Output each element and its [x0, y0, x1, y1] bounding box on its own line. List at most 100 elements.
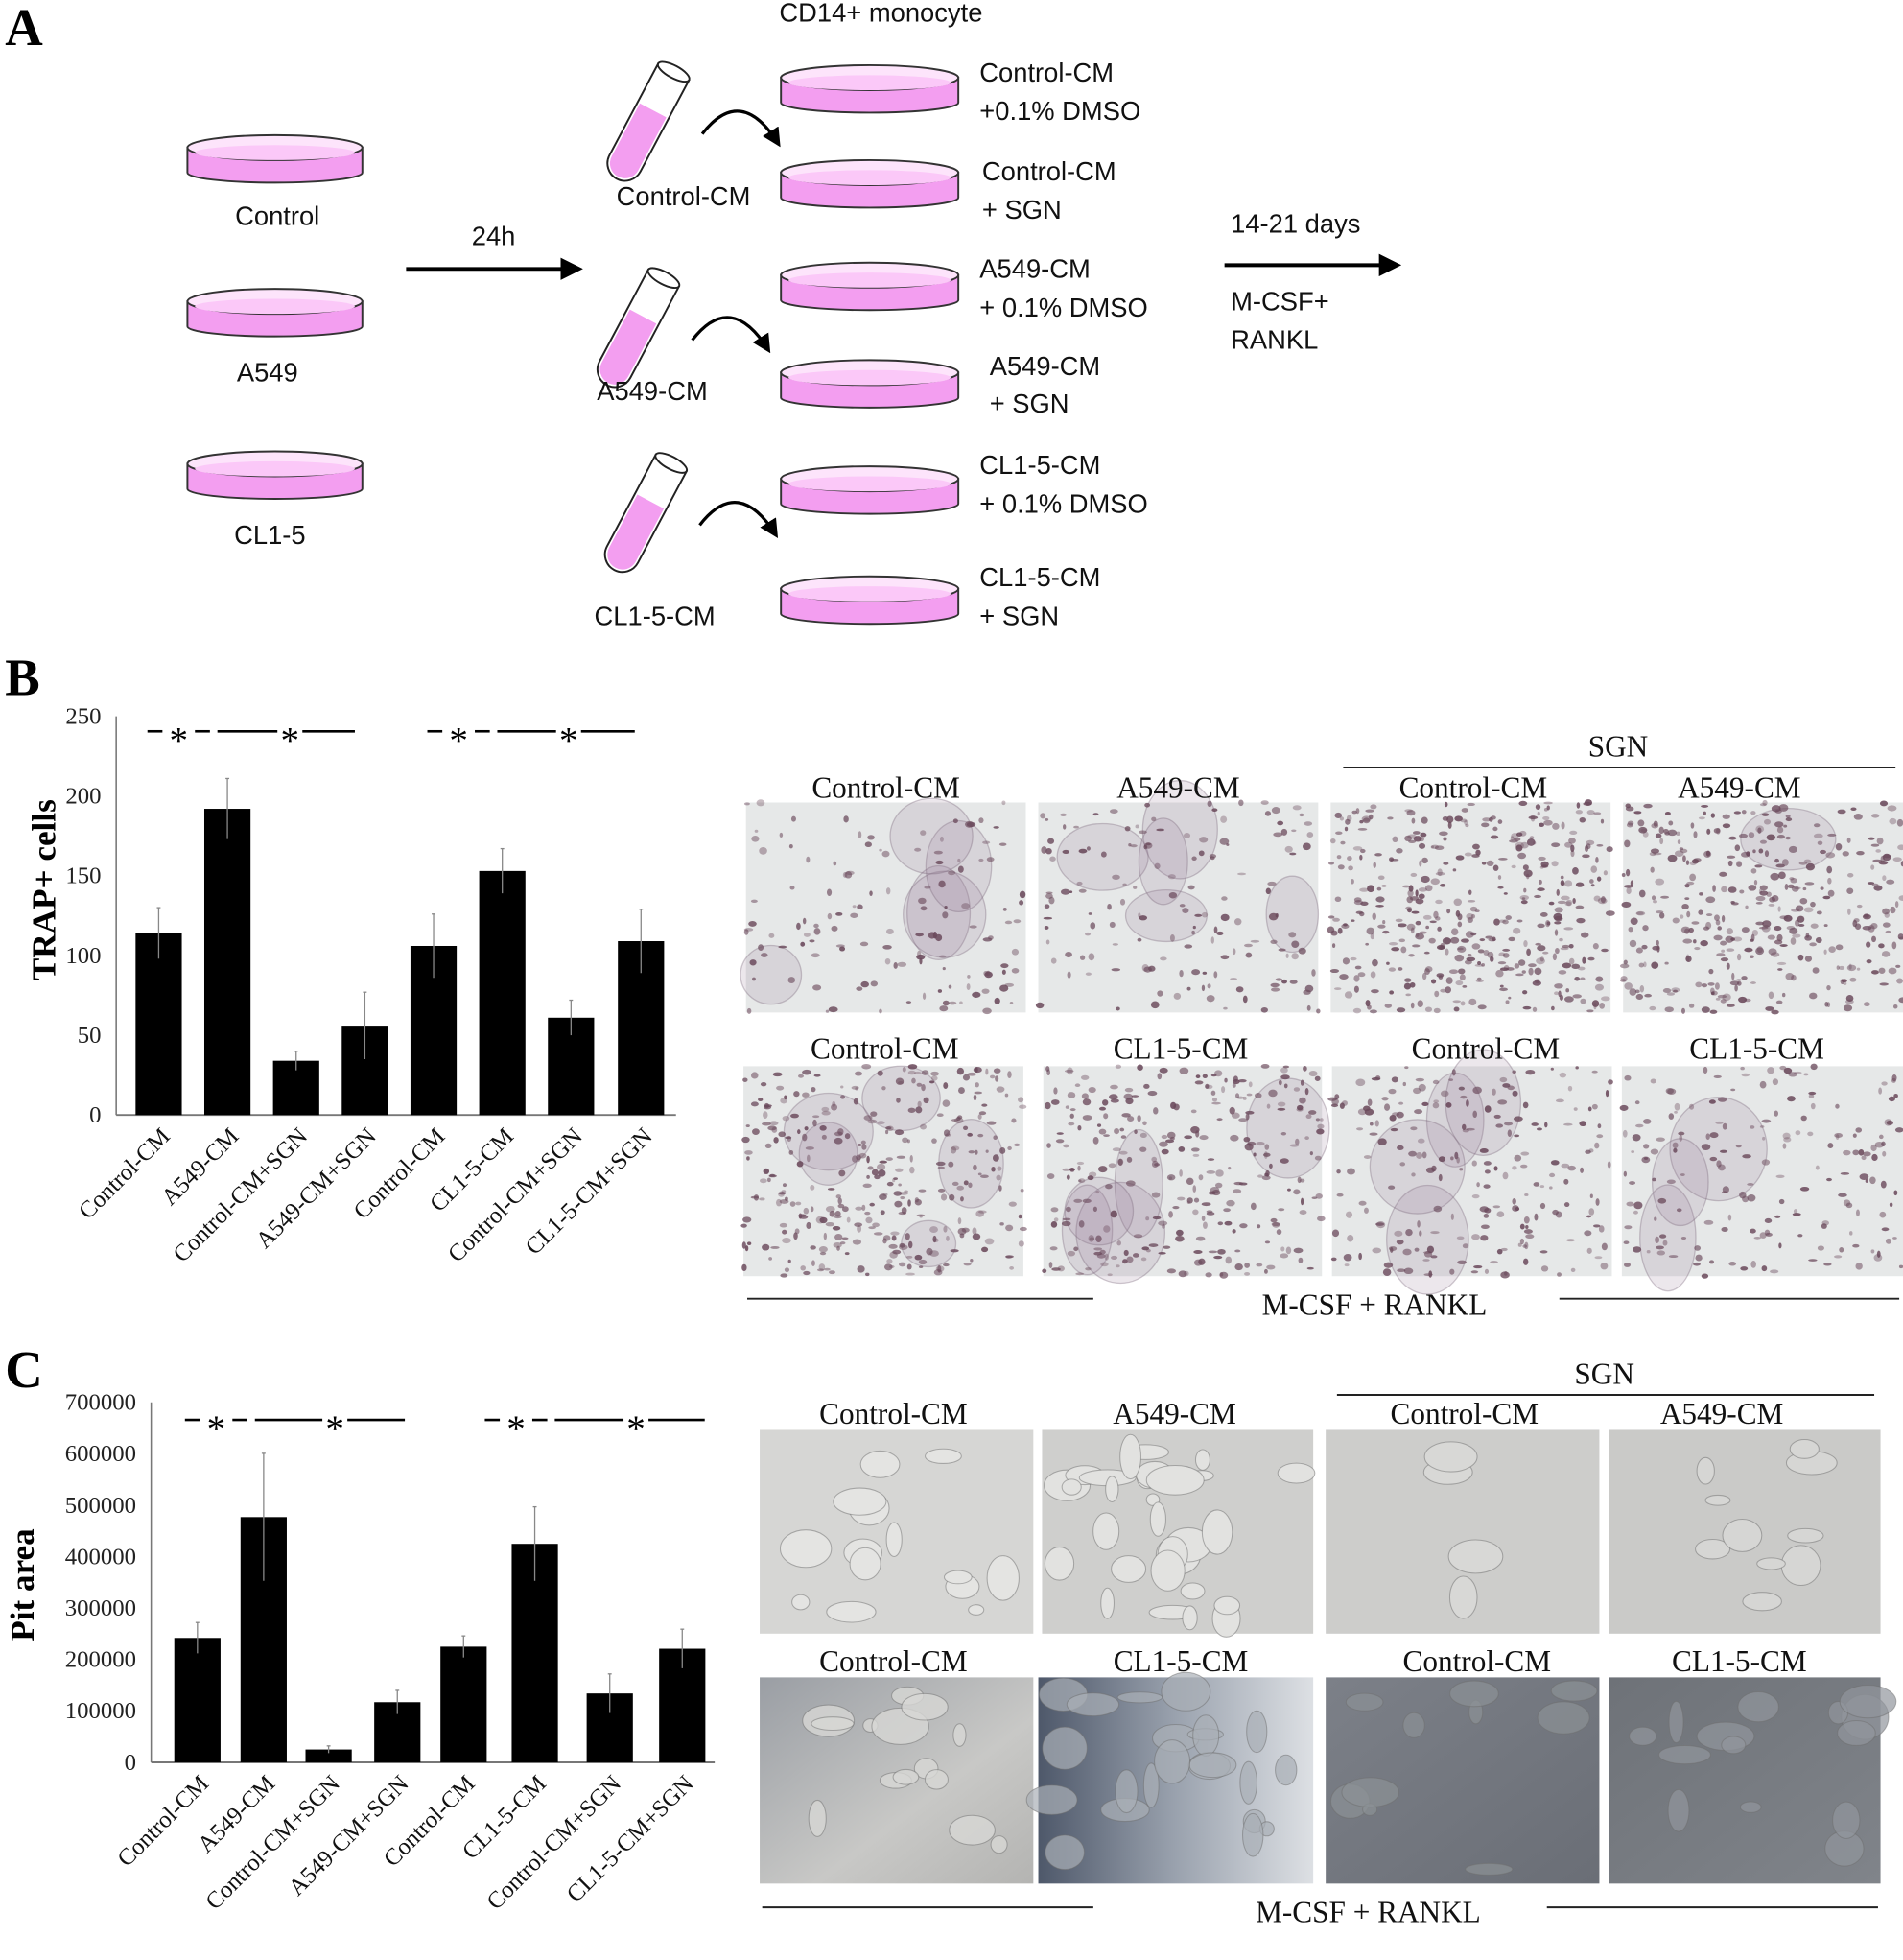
cell-dot [1730, 1088, 1736, 1092]
cell-dot [1855, 1209, 1860, 1217]
cell-dot [1345, 1211, 1353, 1218]
cell-dot [1564, 901, 1572, 907]
cell-dot [811, 1087, 816, 1093]
cell-dot [1703, 811, 1706, 815]
cell-dot [1399, 1162, 1406, 1167]
treatment-label: + SGN [982, 195, 1062, 224]
cell-dot [1195, 1236, 1206, 1241]
cell-dot [1344, 991, 1353, 999]
cell-dot [1477, 960, 1482, 966]
cell-dot [1797, 924, 1805, 927]
cell-dot [1738, 996, 1748, 1004]
cell-dot [794, 1228, 800, 1235]
cell-dot [1504, 1271, 1508, 1276]
cell-dot [1220, 955, 1230, 960]
resorption-pit [1092, 1512, 1120, 1550]
cell-dot [1416, 1152, 1423, 1159]
cell-dot [1667, 829, 1678, 837]
petri-dish [780, 158, 960, 209]
cell-dot [1404, 809, 1414, 813]
cell-dot [1184, 1135, 1193, 1140]
cell-dot [898, 1212, 906, 1216]
cell-dot [1168, 891, 1178, 899]
cell-dot [1596, 1134, 1604, 1139]
cell-dot [846, 1216, 851, 1223]
x-tick-label: A549-CM+SGN [251, 1123, 382, 1254]
cell-dot [1430, 1255, 1438, 1259]
osteoclast-cell [1124, 888, 1208, 943]
cell-dot [1317, 1123, 1325, 1129]
cell-dot [967, 1132, 973, 1137]
cell-dot [1456, 1156, 1460, 1164]
cell-dot [1522, 990, 1528, 995]
resorption-pit [1789, 1439, 1820, 1459]
cell-dot [1298, 1257, 1304, 1263]
cell-dot [1202, 1221, 1208, 1229]
cell-dot [1367, 885, 1375, 893]
cell-dot [1893, 1190, 1898, 1196]
cell-dot [1726, 1004, 1735, 1007]
cell-dot [1802, 886, 1807, 891]
micrograph-background [1331, 1066, 1612, 1277]
cell-dot [1143, 1083, 1150, 1089]
cell-dot [1139, 1132, 1147, 1139]
treatment-label: CL1-5-CM [979, 562, 1100, 592]
cell-dot [1593, 895, 1601, 902]
cell-dot [1517, 1242, 1522, 1247]
cell-dot [1396, 1007, 1406, 1013]
cell-dot [1457, 921, 1463, 928]
cell-dot [1702, 983, 1708, 988]
cell-dot [1073, 1246, 1079, 1252]
cell-dot [1686, 910, 1691, 918]
cell-dot [1412, 1087, 1421, 1095]
cell-dot [959, 1001, 963, 1005]
cell-dot [914, 1198, 922, 1206]
cell-dot [1391, 1076, 1398, 1083]
cell-dot [1430, 845, 1434, 849]
cell-dot [1454, 1151, 1459, 1160]
micrograph-title: Control-CM [819, 1397, 968, 1430]
cell-dot [1430, 878, 1440, 886]
cell-dot [1792, 933, 1801, 938]
cell-dot [1764, 1217, 1773, 1223]
cell-dot [1468, 889, 1472, 895]
cell-dot [1502, 1171, 1509, 1180]
cell-dot [1551, 861, 1559, 867]
cell-dot [1725, 935, 1734, 943]
cell-dot [1536, 957, 1545, 965]
cell-dot [1727, 855, 1736, 859]
cell-dot [1650, 866, 1655, 873]
cell-dot [1076, 1161, 1085, 1166]
dish-medium [195, 460, 355, 477]
cell-dot [1202, 1074, 1208, 1078]
cell-dot [1092, 1137, 1099, 1145]
cell-dot [1172, 1206, 1180, 1210]
cell-dot [1244, 1263, 1251, 1268]
y-tick-label: 700000 [65, 1390, 136, 1416]
cell-dot [960, 1196, 964, 1202]
cell-dot [1195, 1074, 1201, 1079]
cell-dot [1375, 1221, 1386, 1229]
cell-dot [1460, 818, 1468, 823]
cell-dot [1308, 1110, 1317, 1115]
cell-dot [1575, 1066, 1579, 1070]
cell-dot [827, 912, 833, 920]
cell-dot [1389, 990, 1395, 995]
cell-dot [1534, 894, 1541, 899]
cell-dot [1277, 1101, 1286, 1107]
cell-dot [1897, 933, 1903, 940]
cell-dot [993, 826, 999, 829]
cell-dot [1143, 966, 1152, 973]
cell-dot [948, 1001, 957, 1005]
cell-dot [1759, 1080, 1767, 1089]
cell-dot [1805, 933, 1810, 938]
cell-dot [1775, 1000, 1783, 1004]
micrograph-background [1623, 802, 1903, 1013]
cell-dot [1573, 1107, 1578, 1111]
cell-dot [1884, 912, 1890, 918]
cell-dot [1564, 841, 1573, 848]
cell-dot [1457, 1260, 1468, 1265]
cell-dot [1336, 1193, 1344, 1197]
cell-dot [1179, 1067, 1189, 1074]
cell-dot [907, 1064, 918, 1070]
